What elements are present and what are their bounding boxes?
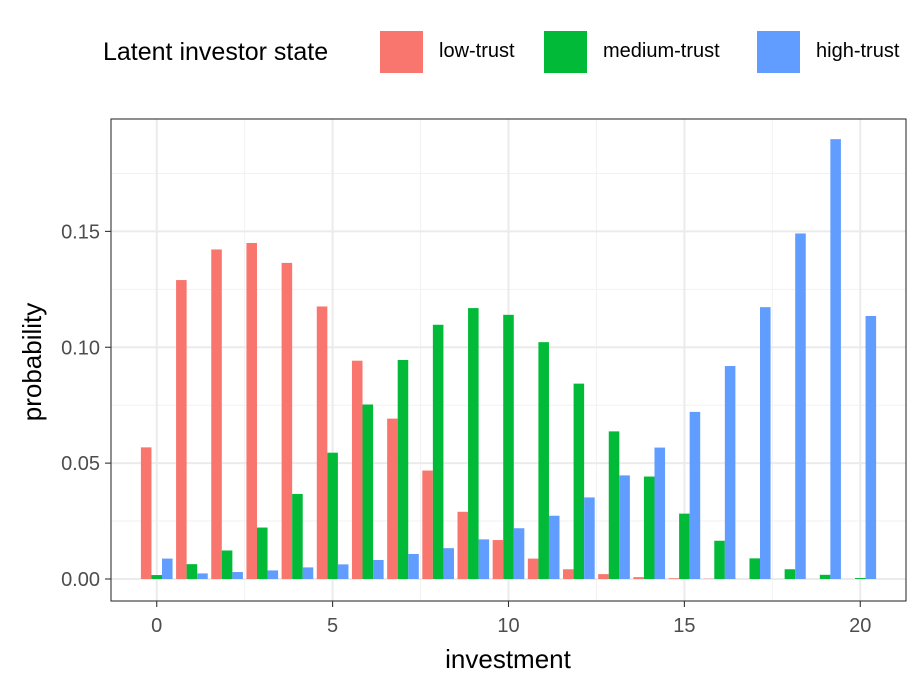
- legend-key-medium-trust: [544, 31, 587, 73]
- bar-medium-trust-18: [784, 569, 796, 579]
- legend-title: Latent investor state: [103, 38, 329, 66]
- bar-low-trust-12: [563, 569, 574, 579]
- legend-label-medium-trust: medium-trust: [603, 40, 720, 62]
- bar-medium-trust-6: [362, 404, 374, 579]
- bar-medium-trust-16: [714, 540, 725, 579]
- bar-medium-trust-0: [151, 575, 163, 579]
- bar-medium-trust-1: [186, 564, 198, 579]
- bar-high-trust-1: [197, 573, 208, 579]
- x-tick-label: 15: [673, 615, 695, 637]
- y-tick-label: 0.10: [61, 337, 100, 359]
- bar-low-trust-10: [492, 540, 504, 579]
- bar-low-trust-8: [422, 470, 433, 579]
- bar-high-trust-4: [302, 567, 314, 579]
- bar-medium-trust-7: [397, 360, 409, 579]
- bar-high-trust-15: [689, 411, 701, 579]
- bar-high-trust-20: [865, 315, 877, 579]
- bar-high-trust-13: [619, 475, 630, 579]
- legend-label-low-trust: low-trust: [439, 40, 515, 62]
- bar-high-trust-3: [267, 570, 279, 579]
- x-tick-label: 10: [497, 615, 519, 637]
- bar-high-trust-7: [408, 553, 419, 579]
- bar-high-trust-16: [724, 366, 736, 579]
- bar-high-trust-0: [162, 558, 173, 579]
- bars: [140, 139, 877, 579]
- bar-medium-trust-19: [819, 574, 831, 579]
- bar-low-trust-5: [316, 306, 328, 579]
- bar-high-trust-12: [584, 497, 595, 579]
- bar-medium-trust-17: [749, 558, 761, 579]
- bar-low-trust-13: [598, 574, 609, 579]
- bar-medium-trust-2: [221, 550, 233, 579]
- legend-label-high-trust: high-trust: [816, 40, 900, 62]
- bar-low-trust-14: [633, 577, 644, 579]
- bar-high-trust-19: [830, 139, 841, 579]
- bar-low-trust-2: [211, 249, 222, 579]
- bar-high-trust-18: [795, 233, 806, 579]
- y-tick-label: 0.05: [61, 453, 100, 475]
- bar-high-trust-14: [654, 447, 666, 579]
- bar-high-trust-2: [232, 572, 243, 579]
- bar-low-trust-4: [281, 262, 293, 579]
- bar-medium-trust-8: [432, 324, 444, 579]
- bar-high-trust-8: [443, 548, 454, 579]
- x-axis-title: investment: [445, 644, 571, 674]
- y-tick-label: 0.15: [61, 221, 100, 243]
- bar-high-trust-11: [548, 515, 560, 579]
- bar-low-trust-0: [140, 447, 152, 579]
- bar-high-trust-10: [513, 528, 525, 579]
- bar-low-trust-9: [457, 511, 469, 579]
- bar-low-trust-11: [527, 558, 539, 579]
- y-axis-title: probability: [17, 303, 47, 422]
- bar-medium-trust-10: [503, 314, 514, 579]
- x-tick-label: 0: [151, 615, 162, 637]
- y-tick-label: 0.00: [61, 569, 100, 591]
- legend-key-high-trust: [757, 31, 800, 73]
- bar-medium-trust-3: [256, 527, 268, 579]
- bar-medium-trust-12: [573, 383, 585, 579]
- bar-high-trust-6: [373, 559, 384, 579]
- bar-low-trust-1: [176, 280, 187, 579]
- tick-labels: 0 5 10 15 20 0.00 0.05 0.10 0.15: [61, 221, 871, 637]
- axis-ticks: [105, 230, 861, 607]
- legend-key-low-trust: [380, 31, 423, 73]
- bar-medium-trust-5: [327, 452, 338, 579]
- bar-low-trust-6: [351, 360, 363, 579]
- bar-low-trust-15: [668, 578, 680, 579]
- bar-medium-trust-14: [643, 476, 655, 579]
- bar-low-trust-7: [387, 418, 398, 579]
- bar-medium-trust-11: [538, 342, 549, 579]
- bar-high-trust-5: [337, 564, 349, 579]
- bar-high-trust-9: [478, 539, 490, 579]
- bar-high-trust-17: [760, 307, 771, 579]
- bar-medium-trust-20: [854, 578, 866, 579]
- bar-medium-trust-13: [608, 431, 620, 579]
- bar-medium-trust-9: [468, 308, 479, 579]
- x-tick-label: 5: [327, 615, 338, 637]
- x-tick-label: 20: [849, 615, 871, 637]
- bar-medium-trust-15: [679, 513, 690, 579]
- legend: Latent investor state low-trust medium-t…: [0, 28, 921, 76]
- bar-medium-trust-4: [292, 493, 303, 579]
- bar-low-trust-3: [246, 242, 257, 579]
